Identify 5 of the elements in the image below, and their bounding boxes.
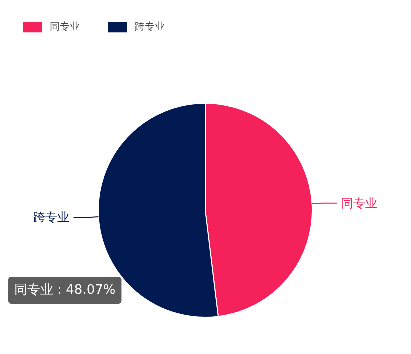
slice-label: 跨专业	[34, 210, 70, 225]
text: 同专业 : 48.07%	[14, 283, 116, 298]
slice-label: 同专业	[341, 196, 378, 210]
legend-label: 同专业	[50, 20, 80, 34]
legend-label: 跨专业	[135, 20, 165, 34]
